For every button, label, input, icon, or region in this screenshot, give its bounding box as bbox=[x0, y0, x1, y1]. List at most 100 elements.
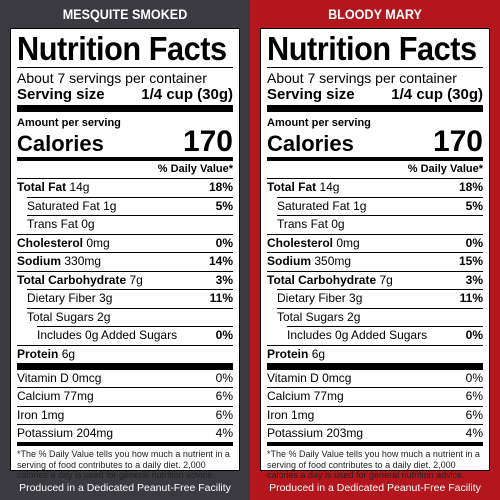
nutrient-name: Saturated Fat bbox=[277, 198, 350, 213]
product-name: BLOODY MARY bbox=[328, 6, 422, 22]
vitamin-row: Vitamin D 0mcg 0% bbox=[267, 370, 483, 387]
nutrient-dv: 11% bbox=[209, 291, 233, 305]
nutrient-amount: 7g bbox=[129, 272, 143, 287]
divider bbox=[17, 442, 233, 447]
divider bbox=[267, 442, 483, 447]
nutrient-dv: 0% bbox=[215, 235, 233, 250]
vitamin-row: Potassium 203mg 4% bbox=[267, 423, 483, 442]
vitamin-dv: 4% bbox=[465, 425, 483, 440]
vitamin-name: Vitamin D 0mcg bbox=[267, 371, 352, 385]
vitamin-dv: 6% bbox=[465, 407, 483, 422]
nutrient-row: Cholesterol 0mg 0% bbox=[17, 233, 233, 253]
nutrient-dv: 11% bbox=[459, 291, 483, 305]
vitamin-name: Potassium 204mg bbox=[17, 425, 114, 440]
nutrient-name: Protein bbox=[17, 346, 59, 361]
nutrient-name: Trans Fat bbox=[277, 217, 328, 231]
calories: Calories 170 bbox=[267, 125, 483, 158]
nutrient: Protein 6g bbox=[267, 346, 325, 364]
nutrition-label: Nutrition Facts About 7 servings per cont… bbox=[10, 28, 240, 480]
divider bbox=[17, 363, 233, 370]
nutrient-amount: 1g bbox=[353, 198, 367, 213]
nutrient-dv: 14% bbox=[208, 254, 233, 268]
facility-note: Produced in a Dedicated Peanut-Free Faci… bbox=[269, 482, 481, 494]
serving-size-value: 1/4 cup (30g) bbox=[391, 86, 483, 103]
vitamin-dv: 6% bbox=[215, 389, 233, 404]
nutrient-amount: 14g bbox=[69, 180, 90, 194]
nutrient-row: Dietary Fiber 3g 11% bbox=[277, 289, 483, 308]
vitamin-dv: 4% bbox=[215, 425, 233, 440]
vitamin-row: Potassium 204mg 4% bbox=[17, 423, 233, 442]
nutrient: Total Fat 14g bbox=[267, 179, 339, 197]
nutrient: Sodium 350mg bbox=[267, 253, 351, 271]
nutrient-amount: 3g bbox=[349, 291, 363, 305]
nutrient-dv: 3% bbox=[215, 272, 233, 287]
nutrient-dv: 3% bbox=[465, 272, 483, 287]
nutrient-dv: 0% bbox=[465, 328, 483, 342]
nutrient: Total Sugars 2g bbox=[27, 309, 110, 327]
amount-per-serving: Amount per serving bbox=[17, 117, 121, 129]
vitamin-name: Iron 1mg bbox=[17, 407, 65, 422]
footnote: *The % Daily Value tells you how much a … bbox=[267, 449, 480, 481]
nutrient: Includes 0g Added Sugars bbox=[37, 327, 177, 345]
footnote: *The % Daily Value tells you how much a … bbox=[17, 449, 230, 481]
nutrient-amount: 330mg bbox=[64, 254, 102, 268]
calories-value: 170 bbox=[182, 125, 233, 158]
nutrient-dv: 5% bbox=[215, 198, 233, 213]
daily-value-header: % Daily Value* bbox=[407, 163, 483, 175]
nutrient-row: Total Sugars 2g bbox=[27, 307, 233, 327]
nutrient-name: Total Fat bbox=[17, 180, 67, 194]
nutrient: Total Carbohydrate 7g bbox=[17, 272, 143, 290]
serving-size-value: 1/4 cup (30g) bbox=[141, 86, 233, 103]
nutrient-amount: 2g bbox=[347, 309, 361, 324]
nutrient-amount: 6g bbox=[61, 346, 76, 361]
facility-note: Produced in a Dedicated Peanut-Free Faci… bbox=[19, 482, 231, 494]
amount-per-serving: Amount per serving bbox=[267, 117, 371, 129]
vitamin-name: Vitamin D 0mcg bbox=[17, 371, 102, 385]
vitamin-name: Calcium 77mg bbox=[267, 389, 344, 404]
nutrient-dv: 15% bbox=[458, 254, 483, 268]
nutrient: Total Fat 14g bbox=[17, 179, 89, 197]
nutrient: Cholesterol 0mg bbox=[17, 235, 110, 253]
nutrient: Protein 6g bbox=[17, 346, 75, 364]
servings: About 7 servings per container bbox=[267, 70, 457, 86]
nutrient: Dietary Fiber 3g bbox=[27, 290, 112, 308]
nutrient-amount: 0g bbox=[331, 217, 345, 231]
calories-label: Calories bbox=[17, 131, 104, 156]
divider bbox=[17, 105, 233, 112]
vitamin-name: Potassium 203mg bbox=[267, 425, 364, 440]
divider bbox=[267, 105, 483, 112]
nutrient-row: Total Fat 14g 18% bbox=[17, 178, 233, 197]
nutrient-dv: 5% bbox=[465, 198, 483, 213]
nutrient-row: Cholesterol 0mg 0% bbox=[267, 233, 483, 253]
vitamin-row: Iron 1mg 6% bbox=[267, 405, 483, 424]
daily-value-header: % Daily Value* bbox=[157, 163, 233, 175]
nutrient-amount: 7g bbox=[379, 272, 393, 287]
calories-value: 170 bbox=[432, 125, 483, 158]
nutrient: Saturated Fat 1g bbox=[27, 198, 116, 216]
nutrient: Trans Fat 0g bbox=[277, 216, 345, 234]
nutrient-row: Includes 0g Added Sugars 0% bbox=[37, 326, 233, 345]
nutrient-name: Protein bbox=[267, 346, 309, 361]
nutrient-name: Total Carbohydrate bbox=[267, 272, 377, 287]
nutrient: Total Sugars 2g bbox=[277, 309, 360, 327]
nutrient-row: Total Carbohydrate 7g 3% bbox=[267, 270, 483, 290]
divider bbox=[17, 157, 233, 161]
nutrient-name: Cholesterol bbox=[17, 235, 84, 250]
label-title: Nutrition Facts bbox=[267, 30, 477, 67]
nutrient-amount: 3g bbox=[99, 291, 113, 305]
nutrient-name: Saturated Fat bbox=[27, 198, 100, 213]
serving-size-label: Serving size bbox=[267, 86, 355, 103]
nutrient-name: Includes 0g Added Sugars bbox=[37, 328, 178, 342]
nutrient-row: Includes 0g Added Sugars 0% bbox=[287, 326, 483, 345]
calories: Calories 170 bbox=[17, 125, 233, 158]
vitamin-dv: 0% bbox=[215, 371, 233, 385]
nutrient: Saturated Fat 1g bbox=[277, 198, 366, 216]
product-panel: BLOODY MARY Nutrition Facts About 7 servin… bbox=[250, 0, 500, 500]
nutrient-name: Includes 0g Added Sugars bbox=[287, 328, 428, 342]
divider bbox=[267, 67, 483, 68]
vitamin-name: Calcium 77mg bbox=[17, 389, 94, 404]
nutrient-row: Dietary Fiber 3g 11% bbox=[27, 289, 233, 308]
calories-label: Calories bbox=[267, 131, 354, 156]
nutrient-row: Protein 6g bbox=[267, 344, 483, 364]
